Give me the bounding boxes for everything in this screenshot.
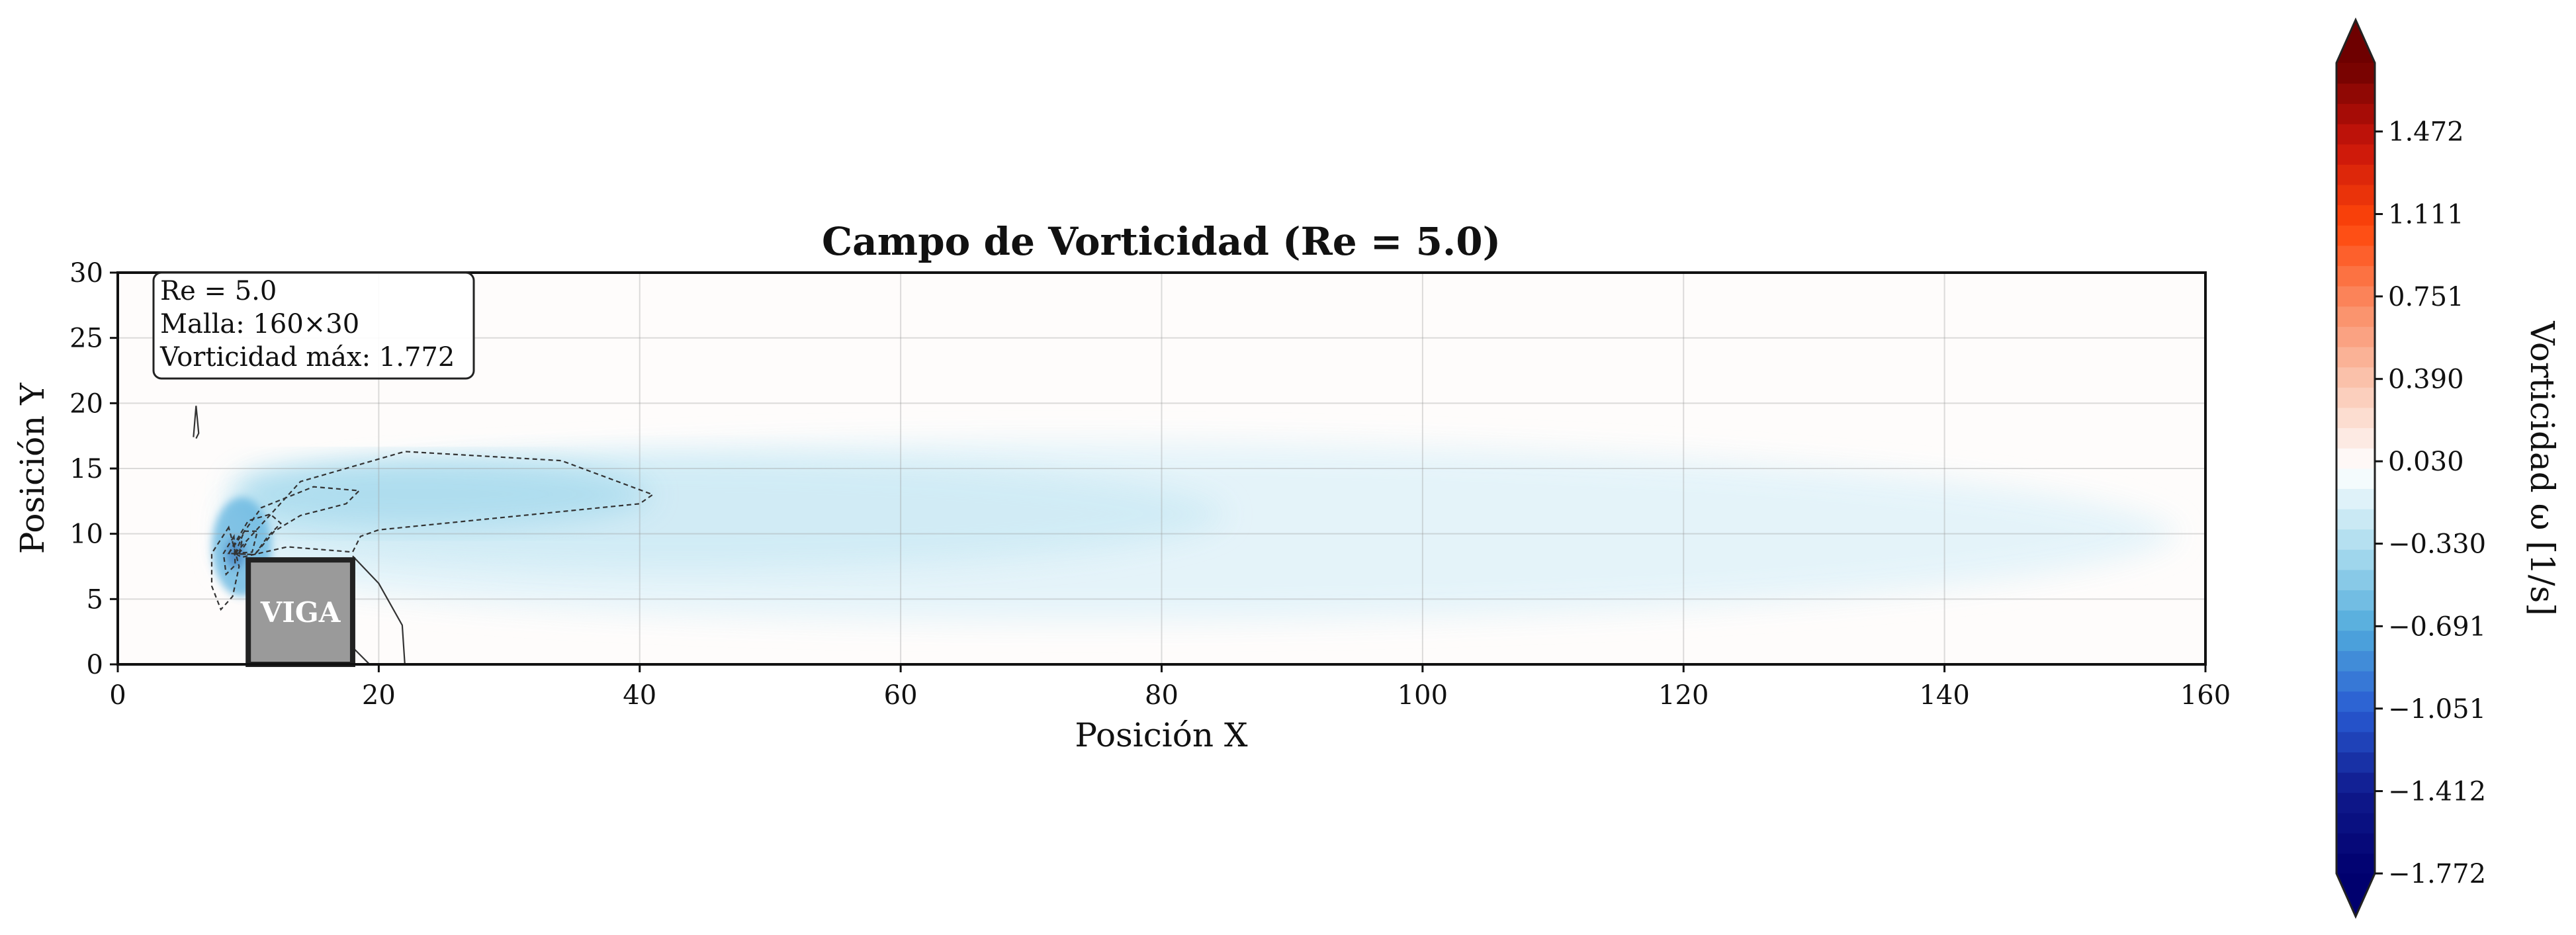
colorbar-tick-label: 1.111 (2388, 199, 2464, 230)
colorbar-band (2336, 832, 2375, 854)
vorticity-shear-region (235, 460, 653, 527)
x-tick-label: 120 (1658, 680, 1709, 711)
colorbar-band (2336, 772, 2375, 793)
colorbar-band (2336, 813, 2375, 834)
x-tick-label: 20 (362, 680, 396, 711)
colorbar-band (2336, 752, 2375, 773)
colorbar-band (2336, 83, 2375, 105)
colorbar-band (2336, 103, 2375, 124)
colorbar-band (2336, 164, 2375, 185)
y-axis-ticks: 0 5 10 15 20 25 30 (69, 258, 118, 680)
y-tick-label: 30 (69, 258, 103, 289)
colorbar-tick-label: 0.390 (2388, 365, 2464, 395)
y-tick-label: 10 (69, 519, 103, 550)
x-tick-label: 60 (884, 680, 918, 711)
contour-negative (222, 533, 236, 576)
colorbar-band (2336, 853, 2375, 874)
contour-positive (352, 646, 371, 664)
x-axis-label: Posición X (1075, 716, 1248, 754)
colorbar-band (2336, 367, 2375, 388)
colorbar-extend-bottom (2336, 873, 2375, 916)
x-tick-label: 100 (1398, 680, 1448, 711)
colorbar-band (2336, 691, 2375, 712)
y-axis-label: Posición Y (13, 382, 52, 555)
x-tick-label: 40 (623, 680, 656, 711)
colorbar-band (2336, 590, 2375, 611)
colorbar-extend-top (2336, 20, 2375, 63)
y-tick-label: 15 (69, 454, 103, 484)
colorbar-band (2336, 204, 2375, 226)
colorbar-tick-label: 0.030 (2388, 447, 2464, 477)
colorbar-ticks: 1.472 1.111 0.751 0.390 0.030 −0.330 −0.691 −1.… (2375, 117, 2486, 889)
colorbar-band (2336, 630, 2375, 651)
colorbar-tick-label: −0.691 (2388, 611, 2486, 642)
x-tick-label: 0 (109, 680, 126, 711)
colorbar-band (2336, 650, 2375, 672)
y-tick-label: 25 (69, 324, 103, 354)
y-tick-label: 20 (69, 388, 103, 419)
colorbar-band (2336, 346, 2375, 368)
beam-rect (245, 557, 355, 668)
colorbar-band (2336, 306, 2375, 327)
y-tick-label: 0 (87, 650, 103, 680)
colorbar: 1.472 1.111 0.751 0.390 0.030 −0.330 −0.691 −1.… (2335, 17, 2561, 919)
info-line-mesh: Malla: 160×30 (160, 309, 359, 339)
colorbar-band (2336, 225, 2375, 246)
colorbar-band (2336, 711, 2375, 733)
contour-positive (352, 555, 406, 664)
x-tick-label: 140 (1919, 680, 1969, 711)
colorbar-tick-label: −1.412 (2388, 777, 2486, 807)
info-box: Re = 5.0 Malla: 160×30 Vorticidad máx: 1… (152, 271, 475, 380)
contour-positive (193, 406, 200, 439)
colorbar-tick-label: 0.751 (2388, 282, 2464, 312)
colorbar-band (2336, 468, 2375, 489)
colorbar-band (2336, 508, 2375, 530)
colorbar-band (2336, 387, 2375, 408)
colorbar-band (2336, 447, 2375, 469)
colorbar-band (2336, 731, 2375, 753)
contour-lines (193, 406, 654, 664)
contour-negative (227, 486, 361, 556)
x-tick-label: 160 (2180, 680, 2231, 711)
y-tick-label: 5 (87, 584, 103, 615)
contour-negative (210, 525, 240, 611)
colorbar-band (2336, 63, 2375, 84)
colorbar-tick-label: −1.772 (2388, 859, 2486, 889)
colorbar-tick-label: −0.330 (2388, 529, 2486, 560)
colorbar-band (2336, 549, 2375, 570)
info-box-frame (152, 271, 475, 380)
colorbar-band (2336, 285, 2375, 307)
x-axis-ticks: 0 20 40 60 80 100 120 140 160 (109, 664, 2231, 711)
colorbar-band (2336, 569, 2375, 591)
colorbar-band (2336, 670, 2375, 692)
colorbar-band (2336, 245, 2375, 267)
colorbar-band (2336, 529, 2375, 550)
info-line-max: Vorticidad máx: 1.772 (159, 342, 455, 373)
colorbar-tick-label: 1.472 (2388, 117, 2464, 148)
colorbar-band (2336, 609, 2375, 631)
chart-title: Campo de Vorticidad (Re = 5.0) (822, 219, 1501, 264)
colorbar-band (2336, 488, 2375, 510)
colorbar-band (2336, 427, 2375, 449)
colorbar-label: Vorticidad ω [1/s] (2523, 320, 2561, 615)
beam-label: VIGA (260, 596, 341, 629)
colorbar-band (2336, 184, 2375, 206)
colorbar-band (2336, 265, 2375, 287)
contour-negative (234, 451, 654, 558)
beam-obstacle: VIGA (245, 557, 355, 668)
contour-negative (227, 513, 283, 556)
colorbar-band (2336, 792, 2375, 813)
x-tick-label: 80 (1145, 680, 1178, 711)
colorbar-band (2336, 123, 2375, 145)
colorbar-band (2336, 326, 2375, 347)
contour-negative (234, 530, 259, 555)
colorbar-band (2336, 144, 2375, 165)
colorbar-bands (2336, 20, 2375, 916)
info-line-re: Re = 5.0 (160, 276, 277, 306)
colorbar-band (2336, 407, 2375, 429)
colorbar-tick-label: −1.051 (2388, 694, 2486, 725)
